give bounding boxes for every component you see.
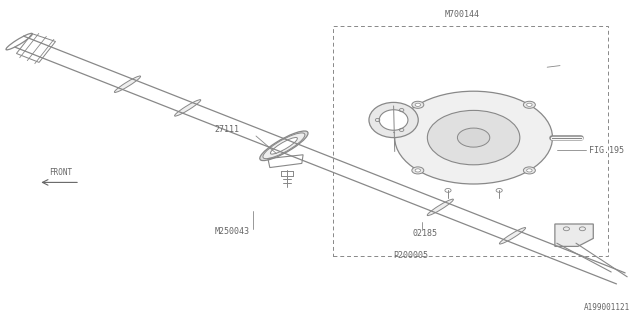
Text: P200005: P200005 <box>394 252 429 260</box>
Ellipse shape <box>395 91 552 184</box>
Polygon shape <box>555 224 593 246</box>
Ellipse shape <box>428 110 520 165</box>
Text: A199001121: A199001121 <box>584 303 630 312</box>
Ellipse shape <box>412 167 424 174</box>
Ellipse shape <box>428 199 453 216</box>
Ellipse shape <box>458 128 490 147</box>
Ellipse shape <box>175 100 201 116</box>
Text: 02185: 02185 <box>413 229 438 238</box>
Ellipse shape <box>527 169 532 172</box>
Bar <box>333 26 608 256</box>
Ellipse shape <box>271 138 298 154</box>
Text: M700144: M700144 <box>445 10 480 19</box>
Ellipse shape <box>369 102 419 138</box>
Ellipse shape <box>263 133 305 159</box>
Text: 27111: 27111 <box>214 125 240 134</box>
Ellipse shape <box>524 101 536 108</box>
Ellipse shape <box>524 167 536 174</box>
Ellipse shape <box>527 103 532 106</box>
Text: FRONT: FRONT <box>49 168 72 177</box>
Ellipse shape <box>415 103 420 106</box>
Ellipse shape <box>412 101 424 108</box>
Text: M250043: M250043 <box>214 228 250 236</box>
Text: FIG.195: FIG.195 <box>589 146 624 155</box>
Ellipse shape <box>115 76 141 92</box>
Ellipse shape <box>499 228 525 244</box>
Ellipse shape <box>380 110 408 130</box>
Ellipse shape <box>260 131 308 161</box>
Ellipse shape <box>415 169 420 172</box>
